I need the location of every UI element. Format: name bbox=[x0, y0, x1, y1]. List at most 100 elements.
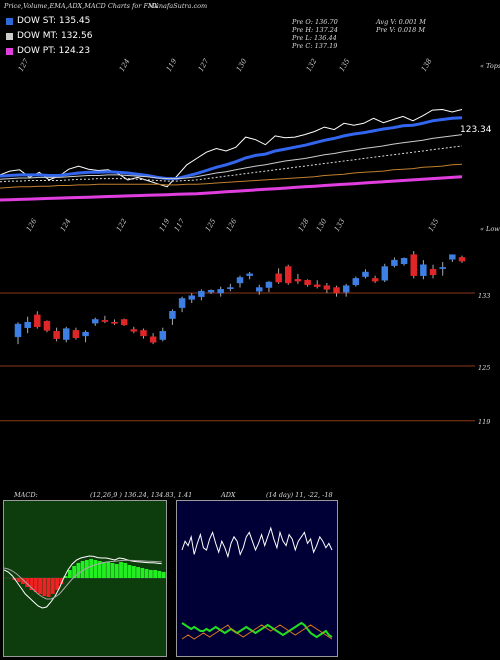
macd-histogram-bar bbox=[76, 563, 81, 578]
legend-swatch-dow-st bbox=[6, 18, 13, 25]
candle-body bbox=[352, 278, 360, 286]
ema-series-line bbox=[0, 134, 463, 180]
candle-body bbox=[217, 289, 224, 294]
macd-histogram-bar bbox=[59, 578, 64, 584]
candle-body bbox=[371, 278, 379, 282]
candle-body bbox=[53, 331, 60, 339]
macd-histogram-bar bbox=[106, 562, 111, 578]
macd-histogram-bar bbox=[131, 566, 136, 578]
candle-body bbox=[342, 285, 350, 293]
candle-body bbox=[111, 321, 118, 324]
price-level-119: 119 bbox=[478, 418, 491, 426]
adx-panel bbox=[176, 500, 338, 657]
macd-panel bbox=[3, 500, 167, 657]
candle-body bbox=[34, 314, 41, 328]
macd-histogram-bar bbox=[29, 578, 34, 590]
macd-histogram-bar bbox=[42, 578, 47, 596]
candle-body bbox=[333, 287, 340, 294]
candle-body bbox=[304, 279, 311, 286]
bottom-tick-label: 122 bbox=[115, 217, 129, 233]
macd-histogram-bar bbox=[161, 572, 166, 578]
adx-params: (14 day) 11, -22, -18 bbox=[266, 491, 333, 499]
top-tick-label: 127 bbox=[17, 57, 31, 73]
candle-body bbox=[429, 269, 437, 275]
macd-histogram-bar bbox=[85, 560, 89, 578]
macd-histogram-bar bbox=[144, 569, 149, 578]
candle-body bbox=[323, 285, 331, 290]
macd-histogram-bar bbox=[33, 578, 38, 592]
bottom-tick-label: 126 bbox=[225, 217, 239, 233]
bottom-tick-label: 119 bbox=[158, 217, 172, 233]
candle-body bbox=[410, 254, 417, 276]
candle-body bbox=[91, 319, 99, 324]
candle-body bbox=[159, 331, 167, 340]
tops-label: « Tops bbox=[480, 62, 500, 70]
candle-body bbox=[63, 328, 70, 340]
macd-signal-line bbox=[4, 559, 162, 600]
macd-histogram-bar bbox=[148, 570, 153, 578]
candle-body bbox=[188, 295, 195, 300]
legend-swatch-dow-mt bbox=[6, 33, 13, 40]
legend-dow-pt: DOW PT: 124.23 bbox=[17, 46, 91, 56]
top-tick-label: 127 bbox=[197, 57, 211, 73]
ohlc-close: Pre C: 137.19 bbox=[292, 42, 338, 50]
bottom-tick-label: 117 bbox=[173, 217, 187, 233]
macd-histogram-bar bbox=[67, 570, 72, 578]
macd-histogram-bar bbox=[93, 560, 98, 578]
macd-macd-line bbox=[4, 555, 162, 609]
ohlc-avg-volume: Avg V: 0.001 M bbox=[376, 18, 426, 26]
candle-body bbox=[420, 264, 427, 276]
candle-body bbox=[24, 321, 31, 328]
ema-series-line bbox=[0, 163, 463, 189]
candle-body bbox=[43, 321, 51, 331]
candle-body bbox=[400, 258, 408, 265]
candle-body bbox=[130, 329, 138, 332]
candle-body bbox=[362, 271, 369, 277]
candle-body bbox=[381, 266, 389, 281]
macd-histogram-bar bbox=[119, 562, 123, 578]
macd-histogram-bar bbox=[102, 562, 106, 578]
candle-body bbox=[313, 284, 321, 287]
macd-histogram-bar bbox=[89, 559, 94, 578]
macd-histogram-bar bbox=[46, 578, 51, 597]
macd-histogram-bar bbox=[140, 568, 145, 578]
macd-histogram-bar bbox=[157, 571, 162, 578]
macd-label: MACD: bbox=[14, 491, 38, 499]
candle-body bbox=[236, 277, 244, 284]
macd-histogram-bar bbox=[21, 578, 25, 584]
lows-label: « Lows bbox=[480, 225, 500, 233]
chart-header-source: MunafaSutra.com bbox=[148, 2, 208, 10]
candle-body bbox=[294, 279, 302, 282]
legend-swatch-dow-pt bbox=[6, 48, 13, 55]
candle-body bbox=[169, 311, 176, 319]
bottom-tick-label: 130 bbox=[315, 217, 329, 233]
bottom-tick-label: 133 bbox=[333, 217, 347, 233]
macd-histogram-bar bbox=[25, 578, 30, 587]
top-tick-label: 132 bbox=[305, 57, 319, 73]
top-tick-label: 138 bbox=[420, 57, 434, 73]
bottom-tick-label: 124 bbox=[59, 217, 73, 233]
macd-histogram-bar bbox=[136, 567, 140, 578]
macd-params: (12,26,9 ) 136.24, 134.83, 1.41 bbox=[90, 491, 193, 499]
legend-dow-mt: DOW MT: 132.56 bbox=[17, 31, 93, 41]
candle-body bbox=[458, 257, 466, 262]
top-tick-label: 119 bbox=[165, 57, 179, 73]
adx-chart bbox=[181, 526, 333, 640]
ohlc-open: Pre O: 136.70 bbox=[292, 18, 338, 26]
macd-histogram-bar bbox=[153, 570, 158, 578]
candle-body bbox=[198, 290, 205, 297]
bottom-tick-label: 128 bbox=[297, 217, 311, 233]
candle-body bbox=[120, 319, 128, 326]
ema-value-label: 123.34 bbox=[460, 125, 492, 135]
candle-body bbox=[101, 320, 109, 322]
adx-series-line bbox=[181, 621, 333, 639]
candle-body bbox=[207, 290, 215, 293]
macd-histogram-bar bbox=[50, 578, 55, 594]
price-level-133: 133 bbox=[478, 292, 491, 300]
candle-body bbox=[246, 273, 253, 276]
macd-histogram-bar bbox=[16, 578, 21, 582]
candle-body bbox=[149, 336, 157, 343]
ema-series-line bbox=[0, 108, 463, 188]
candle-body bbox=[265, 281, 273, 288]
